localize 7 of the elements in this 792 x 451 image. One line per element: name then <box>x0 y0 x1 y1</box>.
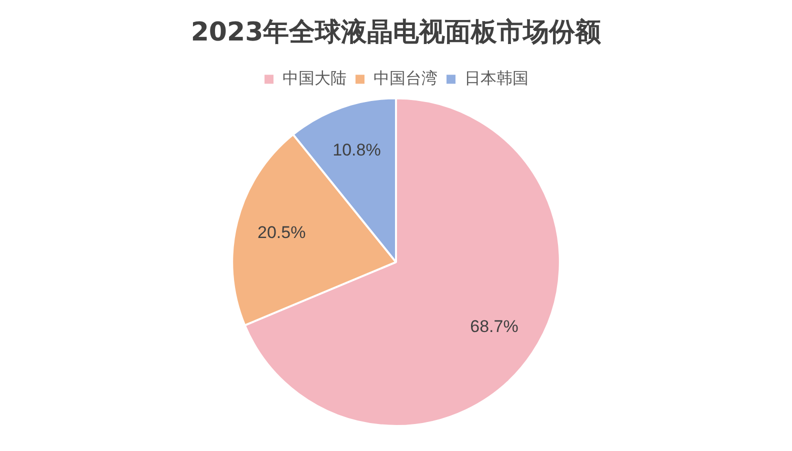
data-label: 20.5% <box>258 222 306 242</box>
legend-label: 中国大陆 <box>282 68 346 88</box>
legend-label: 中国台湾 <box>374 68 438 88</box>
data-label: 68.7% <box>470 317 518 336</box>
data-label: 10.8% <box>332 140 381 160</box>
chart-title: 2023年全球液晶电视面板市场份额 <box>190 17 602 48</box>
legend-label: 日本韩国 <box>464 68 528 88</box>
